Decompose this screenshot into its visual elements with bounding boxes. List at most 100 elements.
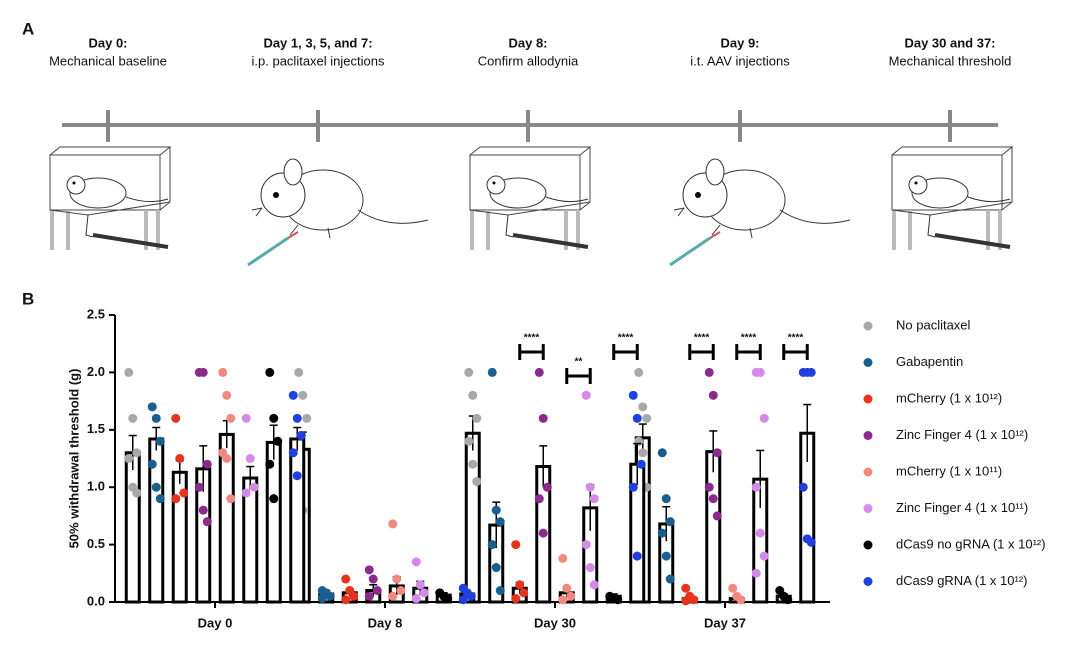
data-point [132, 488, 142, 498]
data-point [613, 595, 623, 605]
data-point [222, 390, 232, 400]
data-point [511, 540, 521, 550]
x-tick-label: Day 37 [704, 615, 746, 630]
event-title: Day 30 and 37: [904, 35, 995, 50]
significance-bracket [612, 344, 639, 360]
data-point [388, 519, 398, 529]
data-point [487, 367, 497, 377]
data-point [411, 594, 421, 604]
data-point [151, 413, 161, 423]
data-point [171, 494, 181, 504]
legend-marker [863, 504, 873, 513]
y-tick-label: 0.0 [87, 593, 105, 608]
legend-label: dCas9 no gRNA (1 x 10¹²) [896, 536, 1046, 551]
data-point [585, 482, 595, 492]
data-point [491, 563, 501, 573]
panel-label: A [22, 19, 34, 38]
y-tick-label: 1.5 [87, 421, 105, 436]
legend-label: Zinc Finger 4 (1 x 10¹¹) [896, 500, 1028, 515]
data-point [396, 586, 406, 596]
data-point [657, 528, 667, 538]
data-point [415, 580, 425, 590]
data-point [589, 580, 599, 590]
data-point [558, 595, 568, 605]
cage-illustration [468, 145, 592, 252]
data-point [147, 402, 157, 412]
event-text: i.p. paclitaxel injections [252, 53, 385, 68]
x-tick-label: Day 0 [198, 615, 233, 630]
legend-label: mCherry (1 x 10¹²) [896, 390, 1002, 405]
data-point [124, 367, 134, 377]
data-point [443, 594, 453, 604]
data-point [538, 528, 548, 538]
data-point [581, 540, 591, 550]
data-point [665, 517, 675, 527]
data-point [155, 494, 165, 504]
bar [464, 431, 481, 604]
data-point [519, 588, 529, 598]
data-point [581, 390, 591, 400]
data-point [302, 413, 312, 423]
legend-marker [863, 394, 873, 404]
data-point [704, 367, 714, 377]
data-point [179, 488, 189, 498]
data-point [132, 448, 142, 458]
data-point [708, 390, 718, 400]
y-tick-label: 2.0 [87, 364, 105, 379]
data-point [155, 436, 165, 446]
data-point [171, 413, 181, 423]
data-point [755, 367, 765, 377]
data-point [759, 413, 769, 423]
data-point [411, 557, 421, 567]
data-point [708, 494, 718, 504]
data-point [325, 591, 335, 601]
data-point [638, 448, 648, 458]
data-point [681, 583, 691, 593]
data-point [128, 413, 138, 423]
data-point [728, 583, 738, 593]
data-point [292, 471, 302, 481]
event-title: Day 8: [508, 35, 547, 50]
data-point [249, 482, 259, 492]
data-point [642, 413, 652, 423]
mouse-illustration [246, 157, 430, 267]
data-point [468, 390, 478, 400]
data-point [736, 595, 746, 605]
data-point [562, 583, 572, 593]
data-point [392, 574, 402, 584]
bar [124, 451, 141, 604]
data-point [265, 459, 275, 469]
data-point [534, 367, 544, 377]
data-point [636, 459, 646, 469]
data-point [665, 574, 675, 584]
significance-label: **** [741, 333, 757, 344]
bar-chart: 0.0 0.5 1.0 1.5 2.0 2.5 50% withdrawal thresho… [66, 306, 1045, 630]
data-point [341, 574, 351, 584]
data-point [628, 482, 638, 492]
data-point [661, 494, 671, 504]
data-point [783, 595, 793, 605]
cage-illustration [48, 145, 172, 252]
data-point [806, 537, 816, 547]
data-point [487, 540, 497, 550]
x-tick-label: Day 30 [534, 615, 576, 630]
data-point [466, 591, 476, 601]
data-point [198, 505, 208, 515]
data-point [458, 595, 468, 605]
data-point [472, 476, 482, 486]
data-point [341, 595, 351, 605]
data-point [294, 367, 304, 377]
data-point [806, 367, 816, 377]
event-title: Day 0: [88, 35, 127, 50]
data-point [751, 482, 761, 492]
y-axis-title: 50% withdrawal threshold (g) [66, 369, 81, 549]
data-point [534, 494, 544, 504]
data-point [558, 553, 568, 563]
data-point [628, 390, 638, 400]
data-point [151, 482, 161, 492]
data-point [491, 505, 501, 515]
significance-label: ** [575, 357, 583, 368]
legend-label: No paclitaxel [896, 317, 971, 332]
data-point [298, 390, 308, 400]
